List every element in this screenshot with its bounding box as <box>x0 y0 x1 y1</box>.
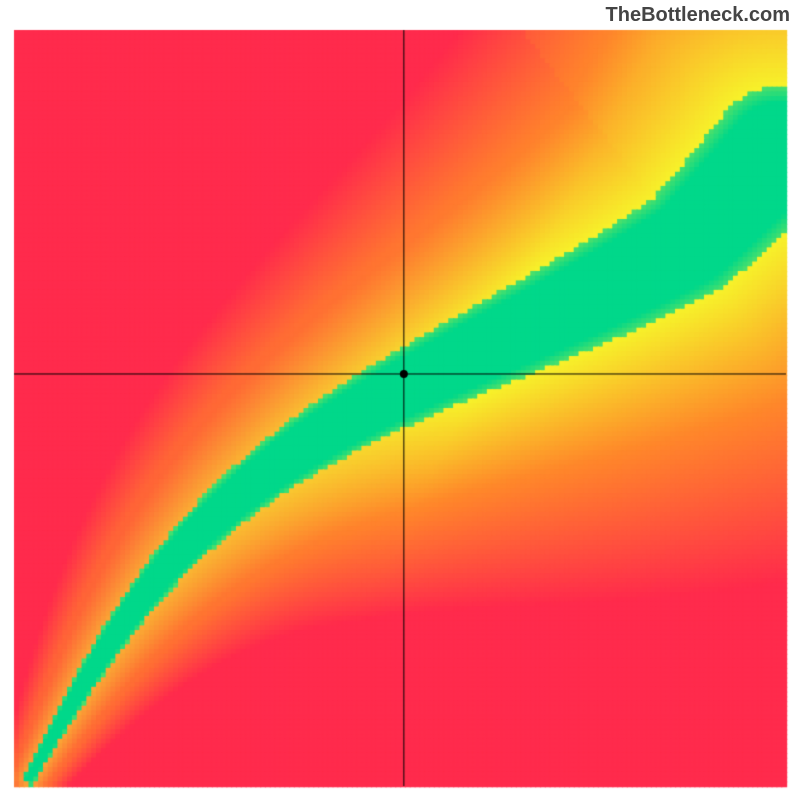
watermark-text: TheBottleneck.com <box>606 4 790 27</box>
bottleneck-heatmap <box>0 0 800 800</box>
chart-container: TheBottleneck.com <box>0 0 800 800</box>
